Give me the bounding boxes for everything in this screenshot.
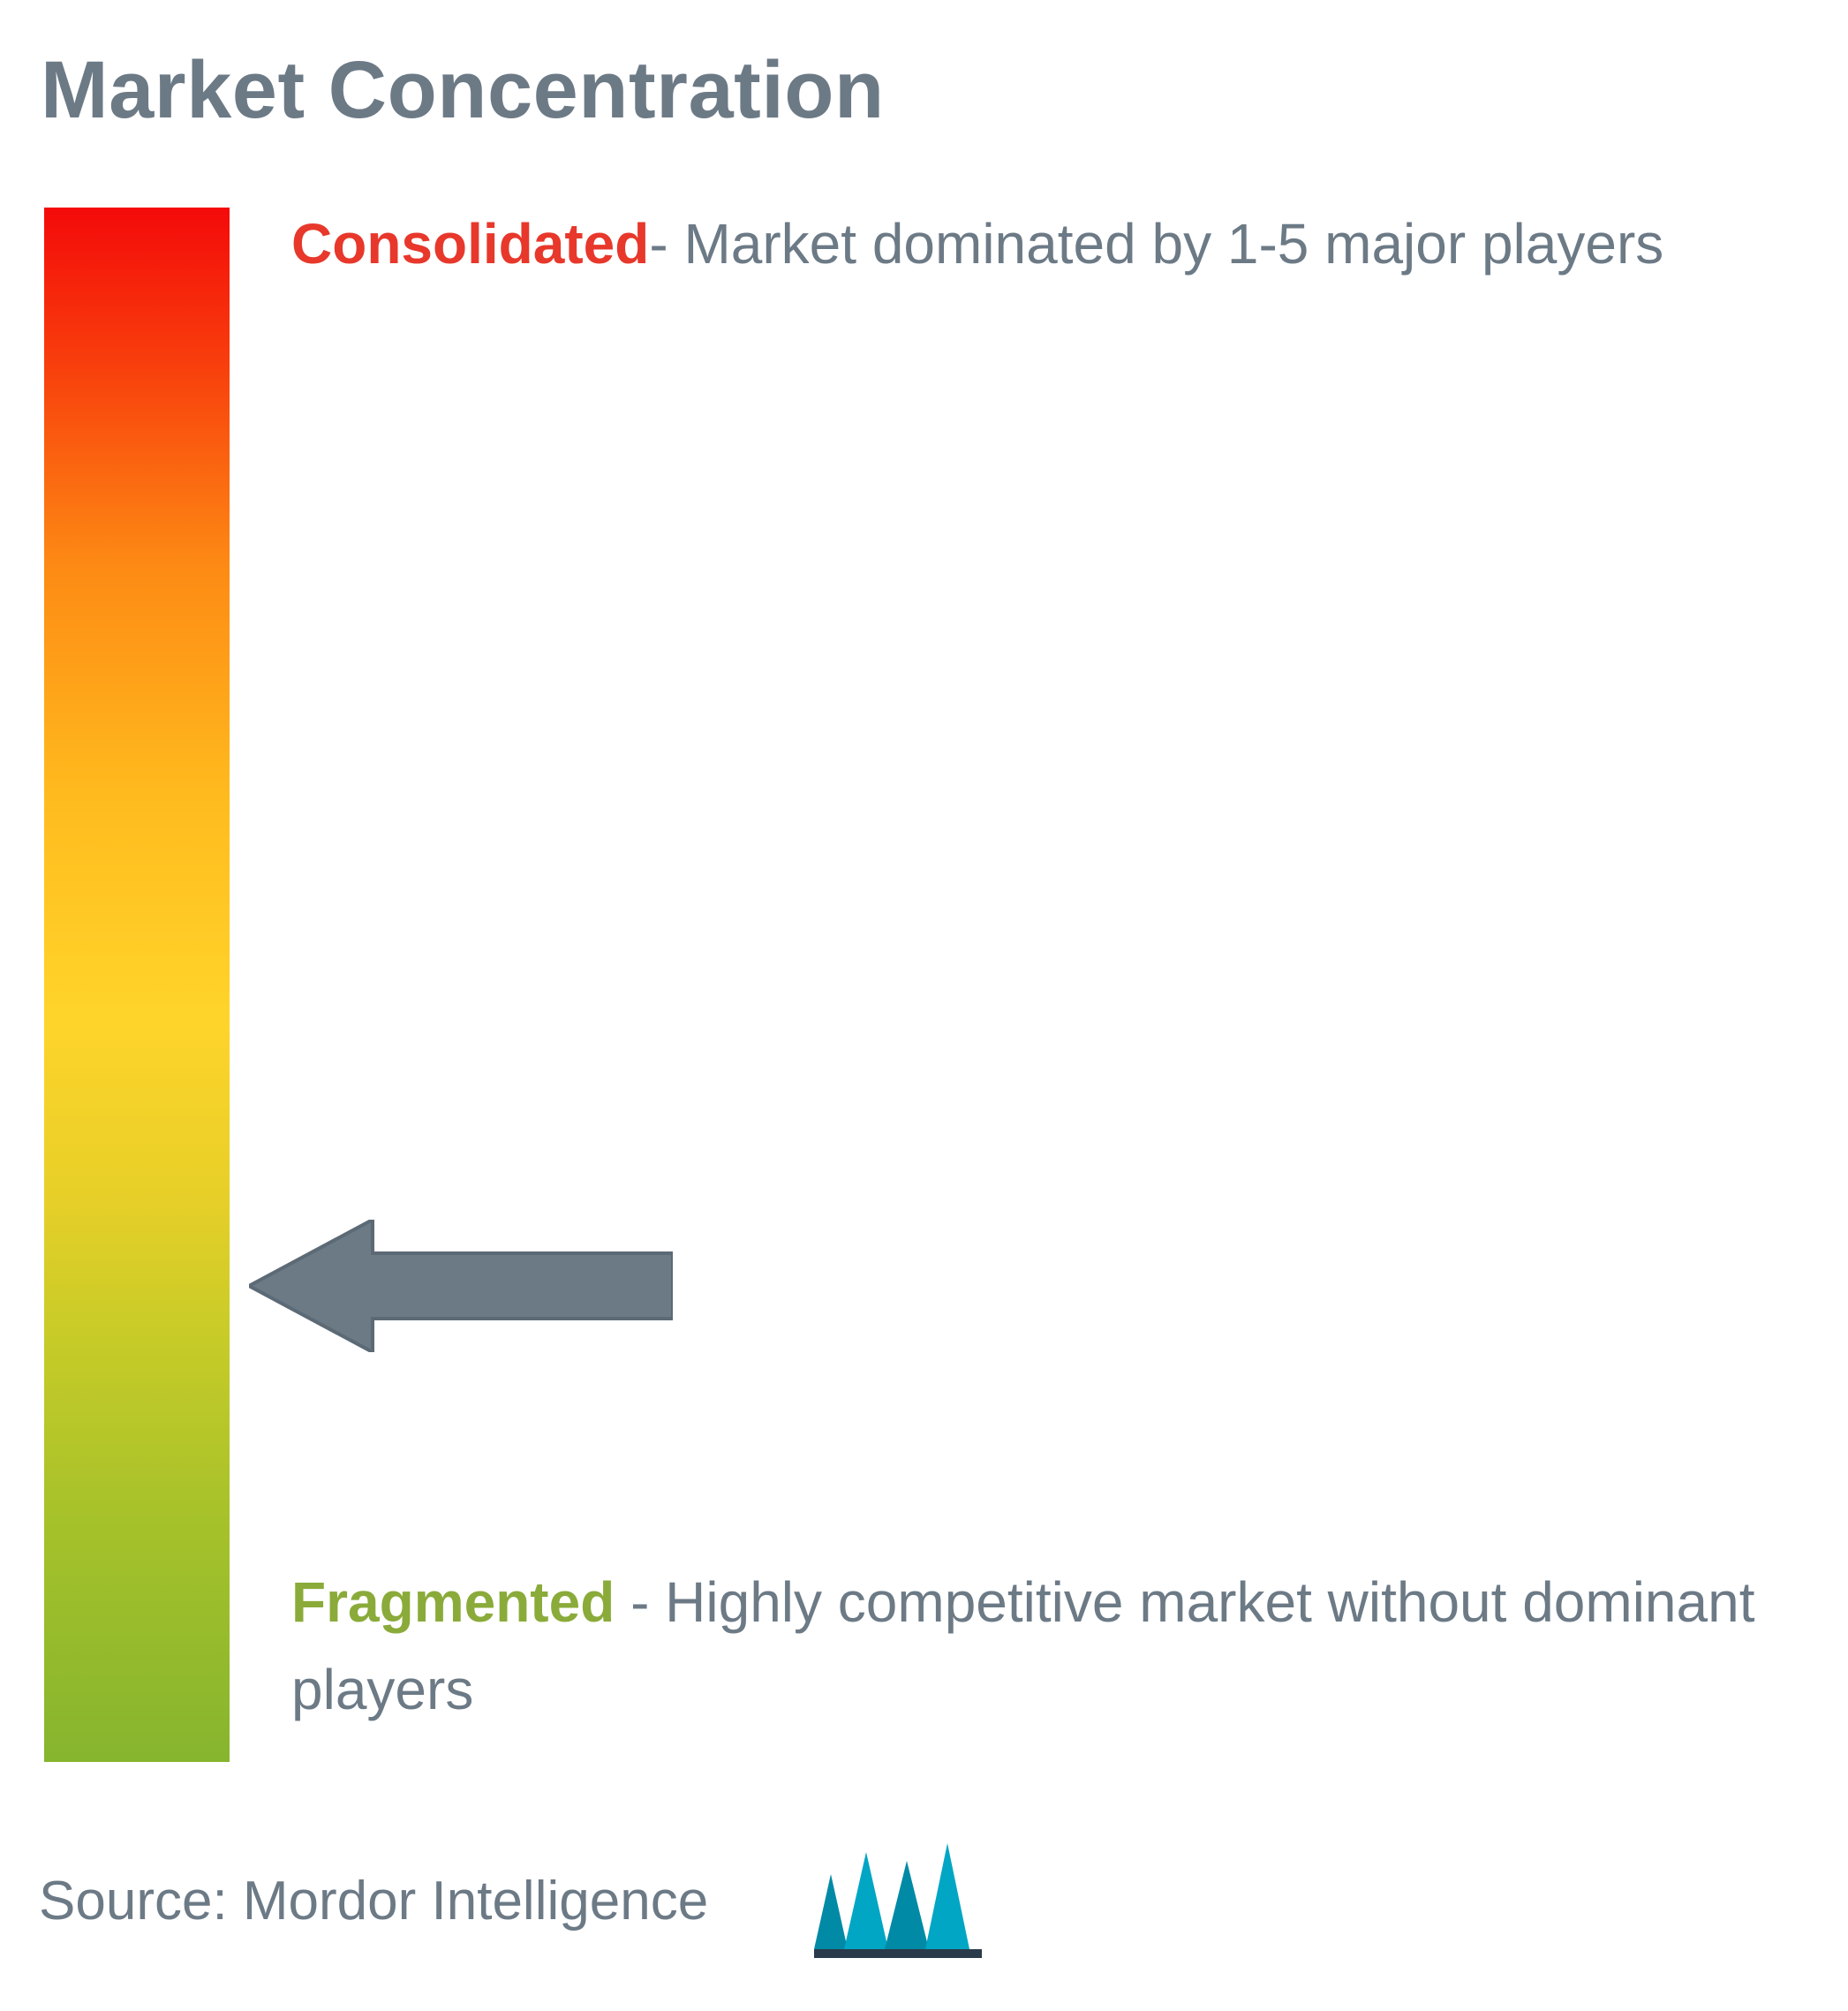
source-name: Mordor Intelligence <box>243 1871 708 1932</box>
label-consolidated: Consolidated- Market dominated by 1-5 ma… <box>291 200 1777 288</box>
position-indicator-arrow <box>249 1220 673 1352</box>
keyword-fragmented: Fragmented <box>291 1570 615 1634</box>
infographic-canvas: Market Concentration Consolidated- Marke… <box>0 0 1848 2011</box>
labels-column: Consolidated- Market dominated by 1-5 ma… <box>291 208 1795 1762</box>
arrow-left-icon <box>249 1220 673 1352</box>
label-fragmented: Fragmented - Highly competitive market w… <box>291 1559 1777 1734</box>
page-title: Market Concentration <box>41 44 1795 137</box>
desc-consolidated: - Market dominated by 1-5 major players <box>649 212 1663 276</box>
mordor-logo-icon <box>814 1843 982 1958</box>
source-text: Source: Mordor Intelligence <box>39 1870 708 1932</box>
keyword-consolidated: Consolidated <box>291 212 649 276</box>
scale-row: Consolidated- Market dominated by 1-5 ma… <box>35 208 1795 1762</box>
concentration-gradient-bar <box>44 208 230 1762</box>
source-prefix: Source: <box>39 1871 243 1932</box>
source-row: Source: Mordor Intelligence <box>39 1843 982 1958</box>
